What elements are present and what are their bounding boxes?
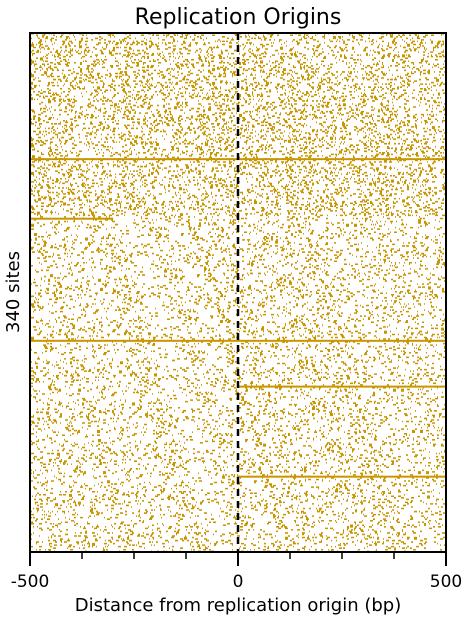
x-tick-label: 500 bbox=[430, 572, 462, 592]
highlighted-row-4 bbox=[238, 475, 446, 478]
heatmap-cells bbox=[31, 33, 447, 552]
x-axis-ticks: -500 0 500 bbox=[11, 552, 462, 592]
x-tick-label: 0 bbox=[233, 572, 244, 592]
y-axis-label: 340 sites bbox=[3, 251, 24, 333]
highlighted-row-2 bbox=[30, 339, 446, 342]
x-axis-label: Distance from replication origin (bp) bbox=[75, 595, 402, 616]
x-tick-label: -500 bbox=[11, 572, 50, 592]
highlighted-row-3 bbox=[238, 385, 446, 388]
heatmap-marks bbox=[31, 33, 447, 552]
highlighted-row-1 bbox=[30, 217, 114, 220]
chart-title: Replication Origins bbox=[135, 5, 342, 30]
